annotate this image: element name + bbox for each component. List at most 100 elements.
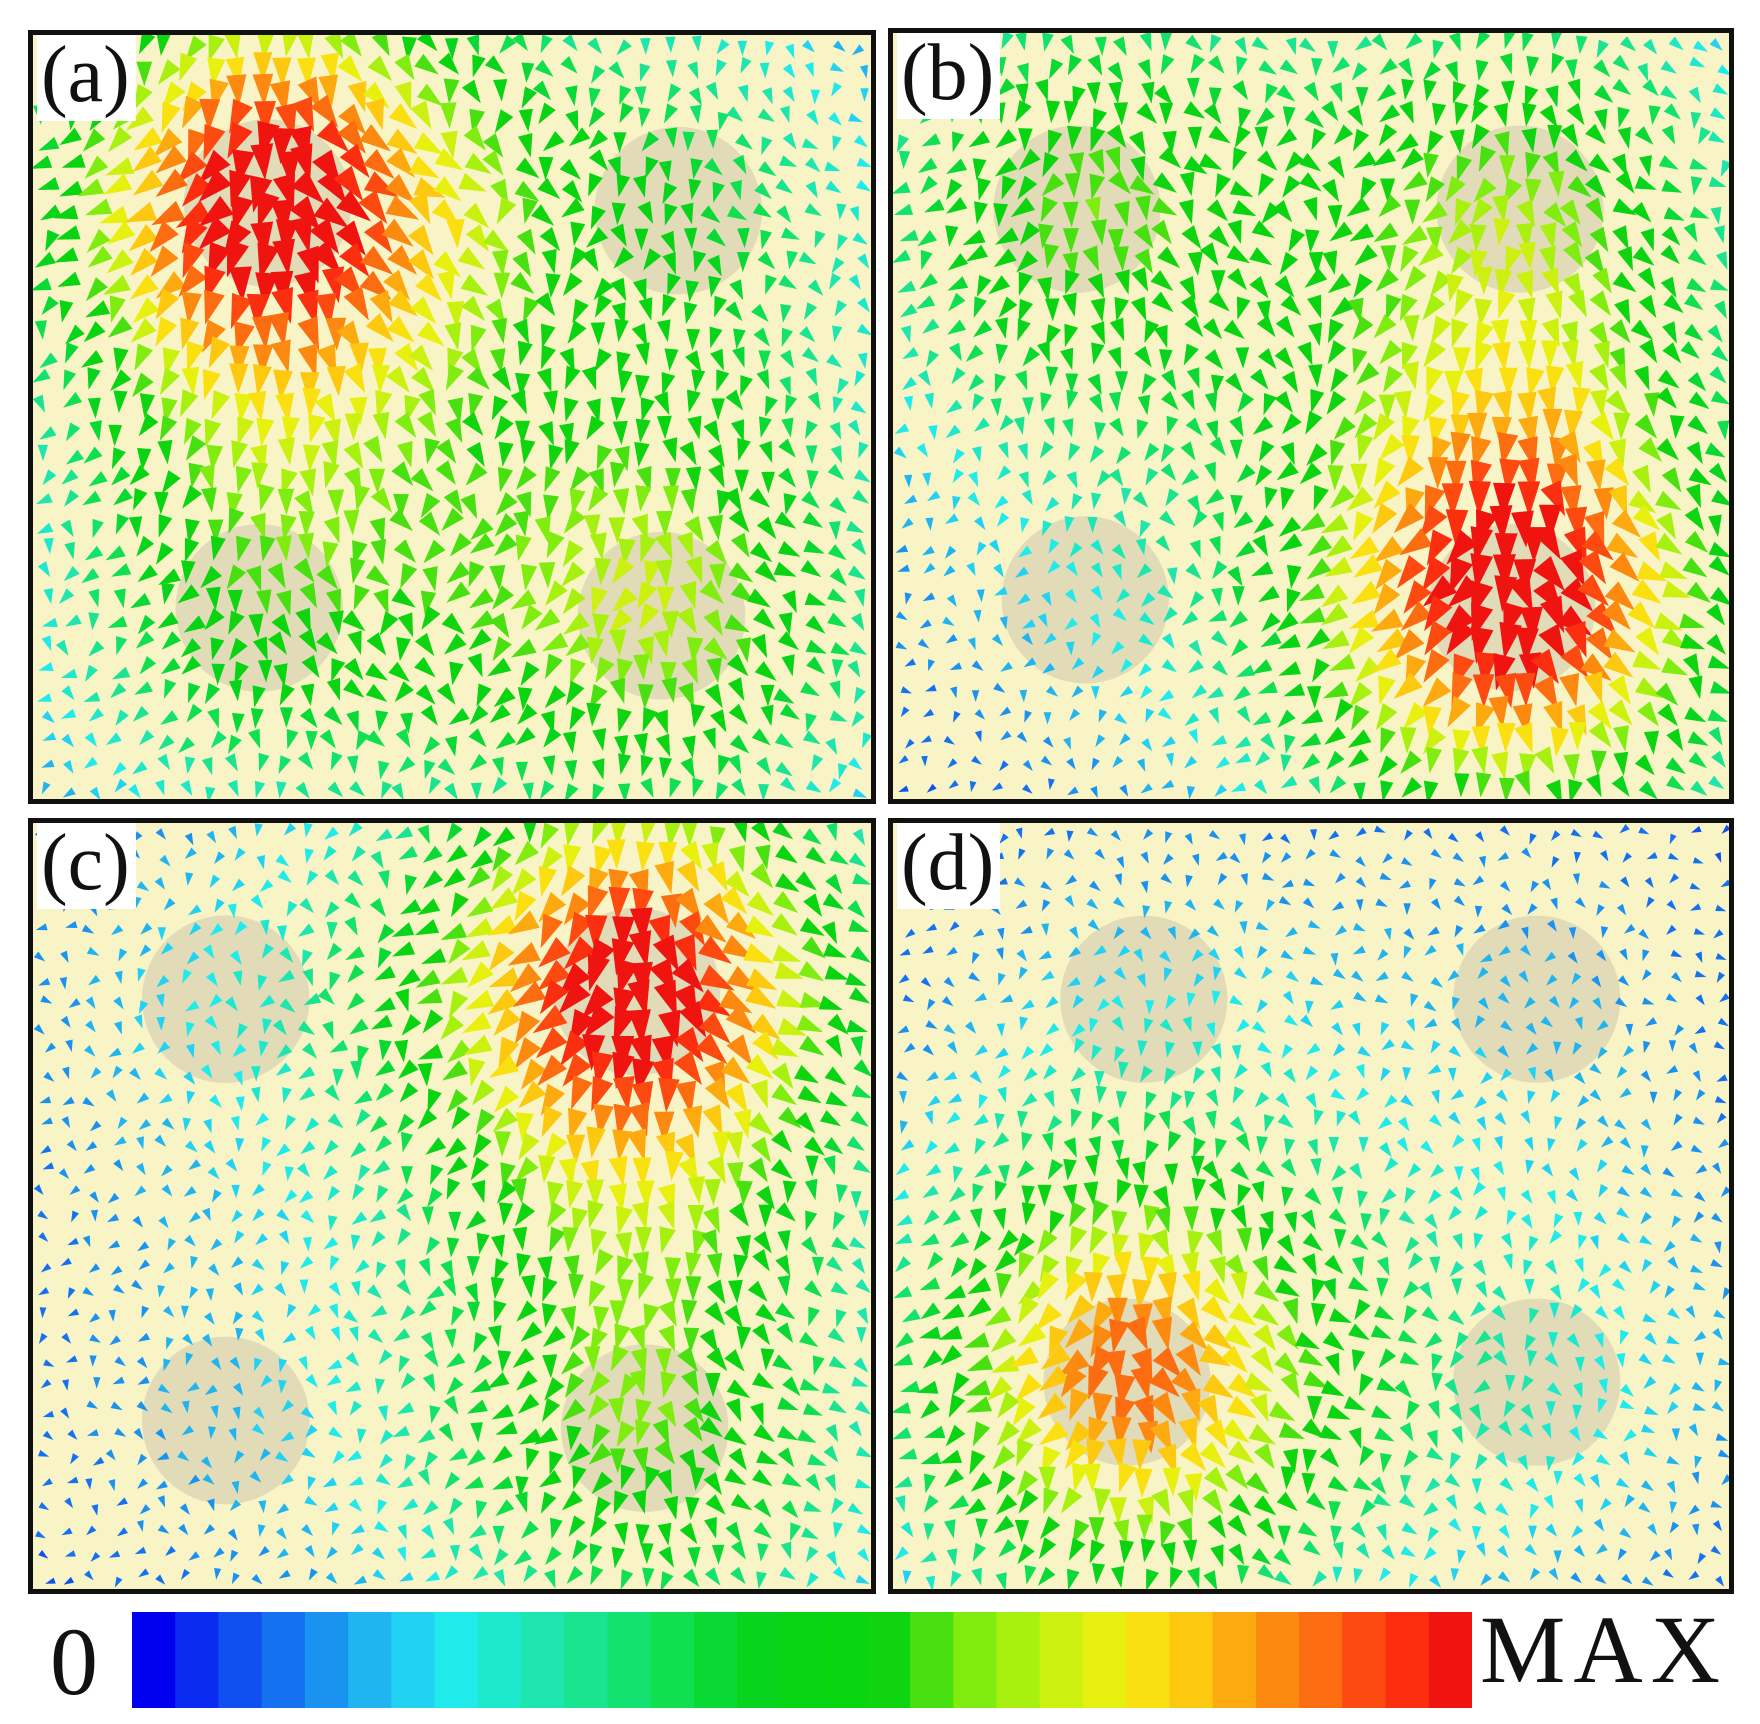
- field-arrow: [1649, 1550, 1661, 1562]
- field-arrow: [1445, 1494, 1458, 1511]
- field-arrow: [494, 1548, 509, 1566]
- field-arrow: [1330, 368, 1349, 393]
- field-arrow: [1230, 1271, 1248, 1300]
- field-arrow: [207, 1166, 220, 1180]
- field-arrow: [1330, 484, 1355, 509]
- field-arrow: [973, 1113, 989, 1126]
- field-arrow: [968, 374, 985, 392]
- field-arrow: [1524, 85, 1539, 109]
- field-arrow: [699, 1400, 723, 1423]
- field-arrow: [1327, 318, 1344, 344]
- field-arrow: [703, 1472, 722, 1496]
- field-arrow: [803, 1136, 826, 1156]
- field-arrow: [781, 417, 794, 438]
- field-arrow: [1022, 784, 1033, 794]
- field-arrow: [993, 586, 1008, 596]
- field-arrow: [1422, 575, 1458, 607]
- field-arrow: [1451, 1278, 1463, 1296]
- field-arrow: [1020, 999, 1035, 1010]
- field-arrow: [1111, 995, 1125, 1010]
- field-arrow: [1575, 1356, 1585, 1373]
- field-arrow: [1063, 1158, 1077, 1181]
- field-arrow: [1062, 1184, 1078, 1208]
- field-arrow: [279, 947, 294, 963]
- field-arrow: [137, 1241, 150, 1252]
- field-arrow: [701, 1229, 718, 1256]
- field-arrow: [1639, 1186, 1653, 1198]
- field-arrow: [1114, 269, 1130, 295]
- field-arrow: [491, 585, 514, 610]
- field-arrow: [139, 1504, 151, 1515]
- field-arrow: [1429, 878, 1437, 891]
- field-arrow: [355, 1108, 371, 1127]
- field-arrow: [726, 653, 749, 677]
- field-arrow: [354, 484, 371, 512]
- field-arrow: [67, 1429, 78, 1440]
- field-arrow: [1446, 529, 1479, 565]
- field-arrow: [1605, 389, 1630, 416]
- field-arrow: [491, 1404, 514, 1420]
- field-arrow: [1299, 462, 1323, 485]
- field-arrow: [998, 441, 1009, 459]
- field-arrow: [1667, 1401, 1679, 1415]
- field-arrow: [801, 936, 826, 959]
- field-arrow: [398, 845, 418, 860]
- field-arrow: [510, 638, 537, 658]
- field-arrow: [1611, 775, 1630, 797]
- field-arrow: [538, 866, 557, 897]
- field-arrow: [1120, 658, 1133, 673]
- field-arrow: [633, 733, 648, 757]
- field-arrow: [831, 257, 845, 274]
- field-arrow: [1397, 1329, 1418, 1344]
- field-arrow: [1160, 54, 1175, 75]
- field-arrow: [1450, 1088, 1465, 1100]
- field-arrow: [635, 1398, 652, 1426]
- field-arrow: [133, 1427, 144, 1440]
- field-arrow: [1573, 1211, 1583, 1227]
- field-arrow: [740, 375, 753, 397]
- field-arrow: [1400, 750, 1422, 774]
- field-arrow: [807, 1453, 827, 1466]
- field-arrow: [1215, 851, 1228, 861]
- field-arrow: [310, 240, 342, 275]
- field-arrow: [1038, 950, 1052, 960]
- field-arrow: [492, 636, 512, 662]
- field-arrow: [113, 996, 124, 1010]
- field-arrow: [372, 364, 390, 394]
- field-arrow: [703, 609, 723, 637]
- field-arrow: [994, 373, 1007, 394]
- field-arrow: [634, 228, 649, 251]
- field-arrow: [1472, 1259, 1486, 1276]
- field-arrow: [823, 1137, 844, 1155]
- field-arrow: [366, 730, 386, 747]
- field-arrow: [42, 1430, 54, 1440]
- field-arrow: [92, 518, 104, 539]
- field-arrow: [756, 516, 777, 540]
- field-arrow: [1046, 847, 1055, 860]
- field-arrow: [1253, 779, 1268, 795]
- field-arrow: [610, 1344, 629, 1372]
- field-arrow: [226, 564, 247, 590]
- field-arrow: [231, 1480, 240, 1494]
- field-arrow: [1311, 1278, 1326, 1302]
- field-arrow: [513, 510, 529, 537]
- field-arrow: [1181, 1388, 1201, 1422]
- field-arrow: [155, 288, 180, 320]
- field-arrow: [1230, 1161, 1250, 1181]
- field-arrow: [659, 757, 673, 779]
- field-arrow: [773, 891, 799, 914]
- field-arrow: [944, 1468, 965, 1488]
- field-arrow: [111, 563, 132, 577]
- field-arrow: [803, 1500, 822, 1512]
- field-arrow: [1300, 1014, 1314, 1028]
- field-arrow: [1544, 1352, 1559, 1368]
- field-arrow: [1425, 1230, 1438, 1248]
- field-arrow: [1548, 170, 1565, 197]
- field-arrow: [683, 1327, 700, 1353]
- field-arrow: [343, 363, 366, 394]
- field-arrow: [847, 1502, 864, 1515]
- field-arrow: [1619, 948, 1628, 961]
- field-arrow: [635, 1226, 653, 1254]
- field-arrow: [183, 417, 202, 445]
- field-arrow: [1091, 1563, 1106, 1585]
